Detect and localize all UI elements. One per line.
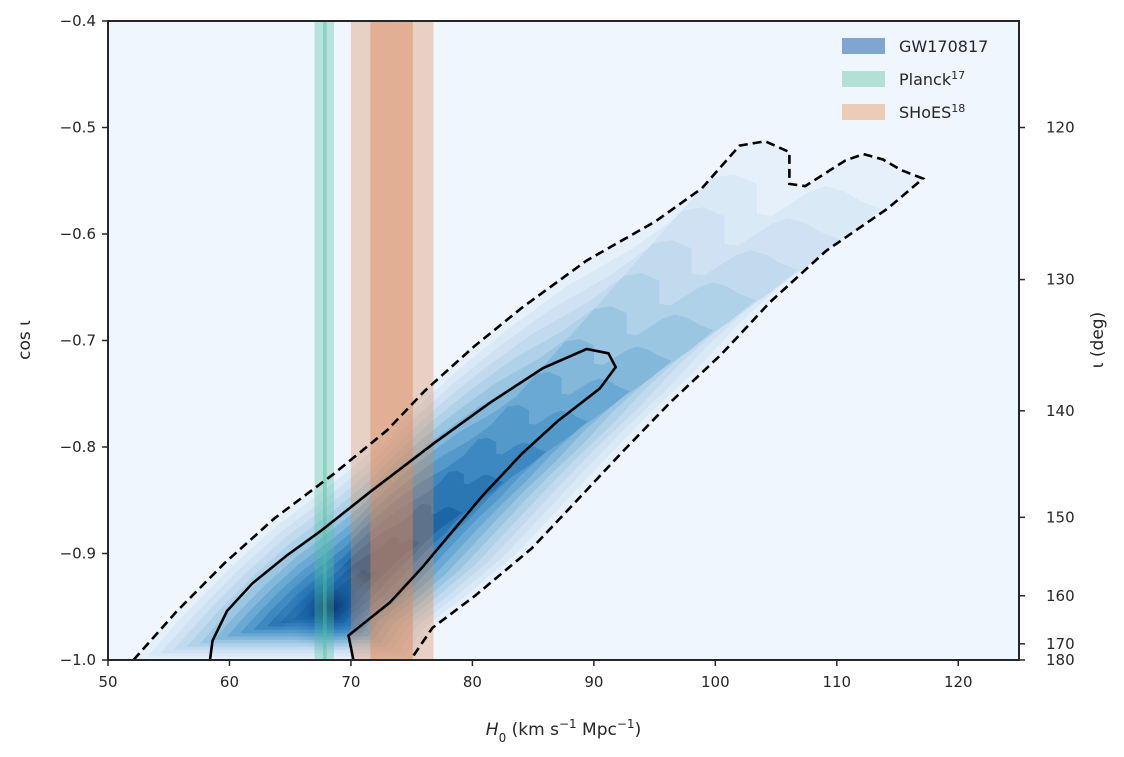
contour-solid bbox=[208, 347, 618, 660]
y-axis-ticks: −0.4 −0.5 −0.6 −0.7 −0.8 −0.9 −1.0 bbox=[60, 12, 108, 669]
y2-tick-label: 170 bbox=[1046, 635, 1075, 653]
y2-tick-label: 150 bbox=[1046, 508, 1075, 526]
legend-swatch bbox=[842, 104, 885, 120]
band-inner-planck bbox=[322, 21, 327, 660]
contour-dashed bbox=[132, 139, 926, 660]
y-tick-label: −0.7 bbox=[60, 332, 96, 350]
legend-swatch bbox=[842, 71, 885, 87]
x-tick-label: 100 bbox=[701, 673, 730, 691]
density-layer bbox=[133, 141, 1019, 660]
x-axis-label: H0 (km s−1 Mpc−1) bbox=[486, 717, 641, 745]
x-tick-label: 50 bbox=[98, 673, 117, 691]
y2-tick-label: 180 bbox=[1046, 651, 1075, 669]
y-tick-label: −1.0 bbox=[60, 651, 96, 669]
legend: GW170817 Planck17 SHoES18 bbox=[842, 37, 988, 122]
y-tick-label: −0.9 bbox=[60, 545, 96, 563]
y2-tick-label: 130 bbox=[1046, 271, 1075, 289]
contour-layer bbox=[132, 139, 926, 660]
band-outer-planck bbox=[314, 21, 334, 660]
legend-label: SHoES18 bbox=[899, 102, 965, 123]
x-axis-ticks: 50 60 70 80 90 100 110 120 bbox=[98, 660, 973, 691]
legend-swatch bbox=[842, 38, 885, 54]
band-layer bbox=[314, 21, 434, 660]
y-tick-label: −0.4 bbox=[60, 12, 96, 30]
y-tick-label: −0.6 bbox=[60, 225, 96, 243]
y2-tick-label: 160 bbox=[1046, 587, 1075, 605]
legend-label: GW170817 bbox=[899, 37, 988, 56]
y2-tick-label: 120 bbox=[1046, 119, 1075, 137]
y-tick-label: −0.5 bbox=[60, 119, 96, 137]
band-outer-shoes bbox=[350, 21, 434, 660]
legend-label: Planck17 bbox=[899, 69, 965, 90]
right-axis-label: ι (deg) bbox=[1088, 312, 1108, 368]
band-inner-shoes bbox=[370, 21, 413, 660]
x-tick-label: 120 bbox=[944, 673, 973, 691]
y-axis-label: cos ι bbox=[15, 320, 35, 360]
x-tick-label: 70 bbox=[341, 673, 360, 691]
y-tick-label: −0.8 bbox=[60, 438, 96, 456]
x-tick-label: 90 bbox=[584, 673, 603, 691]
x-tick-label: 80 bbox=[463, 673, 482, 691]
x-tick-label: 60 bbox=[220, 673, 239, 691]
y2-tick-label: 140 bbox=[1046, 402, 1075, 420]
x-tick-label: 110 bbox=[822, 673, 851, 691]
